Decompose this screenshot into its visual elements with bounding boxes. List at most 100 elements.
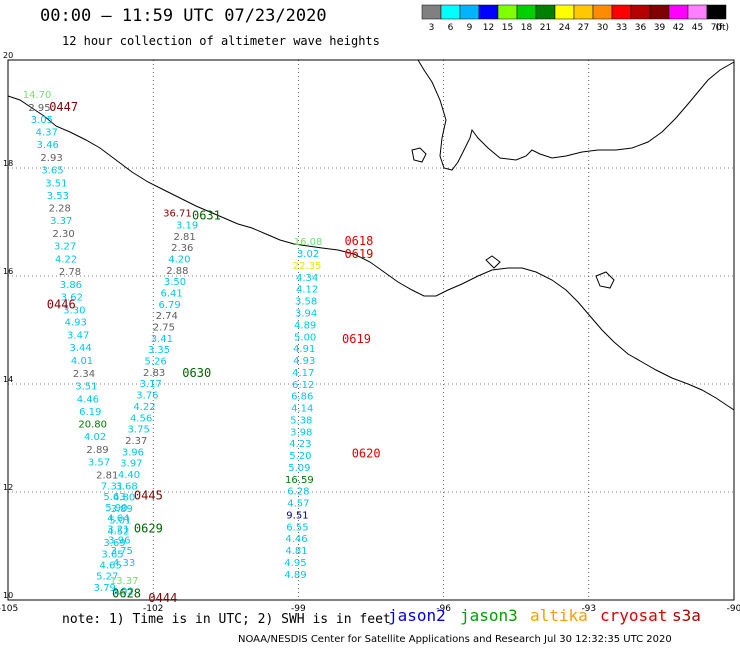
legend-label: 21 — [540, 23, 551, 33]
wave-height-value: 16.59 — [285, 475, 314, 486]
island-left — [411, 147, 427, 163]
wave-height-value: 5.00 — [294, 332, 316, 343]
legend-label: 15 — [502, 23, 513, 33]
wave-height-value: 4.33 — [113, 558, 135, 569]
wave-height-value: 3.19 — [176, 220, 198, 231]
wave-height-value: 13.37 — [110, 576, 139, 587]
wave-height-value: 3.30 — [63, 305, 85, 316]
legend-swatch — [459, 4, 480, 20]
legend-jason3: jason3 — [460, 606, 518, 625]
wave-height-value: 4.93 — [293, 356, 315, 367]
wave-height-value: 16.08 — [294, 237, 323, 248]
wave-height-value: 2.28 — [49, 204, 71, 215]
legend-label: 45 — [692, 23, 703, 33]
pass-time-label: 0630 — [182, 366, 211, 380]
wave-height-value: 2.74 — [156, 311, 178, 322]
wave-height-value: 4.89 — [284, 570, 306, 581]
wave-height-value: 4.40 — [118, 470, 140, 481]
wave-height-value: 6.79 — [159, 300, 181, 311]
wave-height-value: 4.46 — [285, 534, 307, 545]
legend-swatch — [516, 4, 537, 20]
wave-height-value: 4.57 — [287, 499, 309, 510]
wave-height-value: 3.96 — [108, 535, 130, 546]
wave-height-value: 4.20 — [168, 255, 190, 266]
wave-height-value: 2.37 — [125, 436, 147, 447]
wave-height-value: 5.09 — [288, 463, 310, 474]
wave-height-value: 3.21 — [107, 525, 129, 536]
pass-time-label: 0628 — [112, 586, 141, 600]
legend-swatch — [478, 4, 499, 20]
legend-label: 36 — [635, 23, 647, 33]
wave-height-value: 3.58 — [295, 297, 317, 308]
wave-height-value: 3.57 — [88, 458, 110, 469]
legend-swatch — [554, 4, 575, 20]
lat-tick-label: 12 — [3, 483, 13, 492]
wave-height-value: 6.41 — [160, 289, 182, 300]
legend-swatch — [440, 4, 461, 20]
legend-swatch — [535, 4, 556, 20]
wave-height-value: 3.75 — [111, 546, 133, 557]
wave-height-value: 3.37 — [50, 216, 72, 227]
wave-height-value: 4.95 — [284, 558, 306, 569]
wave-height-value: 5.63 — [103, 492, 125, 503]
wave-height-value: 4.65 — [99, 561, 121, 572]
wave-height-value: 2.81 — [96, 471, 118, 482]
wave-height-value: 5.90 — [105, 503, 127, 514]
legend-swatch — [649, 4, 670, 20]
legend-swatch — [592, 4, 613, 20]
map-title: 00:00 – 11:59 UTC 07/23/2020 — [40, 6, 327, 26]
lon-tick-label: -105 — [0, 604, 18, 614]
legend-altika: altika — [530, 606, 588, 625]
wave-height-value: 3.98 — [290, 427, 312, 438]
wave-height-value: 7.31 — [101, 481, 123, 492]
wave-height-value: 4.34 — [296, 273, 318, 284]
legend-label: 33 — [616, 23, 627, 33]
wave-height-value: 3.94 — [295, 309, 317, 320]
wave-height-value: 3.53 — [47, 191, 69, 202]
wave-height-value: 6.86 — [291, 392, 313, 403]
wave-height-value: 3.65 — [101, 549, 123, 560]
wave-height-value: 2.78 — [59, 267, 81, 278]
legend-swatch — [611, 4, 632, 20]
lat-tick-label: 16 — [3, 267, 13, 276]
track-east: 16.083.0222.354.344.123.583.944.895.004.… — [284, 237, 322, 581]
wave-height-value: 4.02 — [84, 432, 106, 443]
lon-tick-label: -96 — [436, 604, 451, 614]
pass-times: 0447044604450444063106300629062806180619… — [47, 100, 381, 605]
wave-height-value: 3.89 — [111, 504, 133, 515]
map-subtitle: 12 hour collection of altimeter wave hei… — [62, 34, 380, 48]
wave-height-value: 3.65 — [41, 165, 63, 176]
pass-time-label: 0631 — [192, 208, 221, 222]
legend-label: 42 — [673, 23, 684, 33]
wave-height-value: 3.68 — [115, 481, 137, 492]
track-west: 14.702.953.054.373.462.933.653.513.532.2… — [23, 90, 139, 598]
wave-height-value: 2.30 — [53, 229, 75, 240]
wave-height-value: 3.62 — [61, 292, 83, 303]
wave-height-value: 4.81 — [285, 546, 307, 557]
coastline — [7, 59, 735, 411]
wave-height-value: 4.56 — [130, 413, 152, 424]
legend-swatch — [630, 4, 651, 20]
legend-swatch — [497, 4, 518, 20]
mexico-pacific-coastline — [7, 95, 735, 411]
wave-height-value: 4.64 — [107, 514, 129, 525]
wave-height-value: 4.93 — [65, 318, 87, 329]
pass-time-label: 0619 — [342, 332, 371, 346]
legend-label: 30 — [597, 23, 609, 33]
wave-height-value: 5.01 — [109, 515, 131, 526]
legend-unit: (ft) — [715, 23, 729, 33]
wave-height-value: 4.46 — [77, 394, 99, 405]
wave-height-value: 3.17 — [140, 379, 162, 390]
wave-height-value: 3.35 — [148, 345, 170, 356]
legend-jason2: jason2 — [388, 606, 446, 625]
wave-height-value: 2.36 — [171, 243, 193, 254]
legend-cryosat: cryosat — [600, 606, 668, 625]
wave-height-value: 3.51 — [75, 381, 97, 392]
lon-tick-label: -90 — [727, 604, 740, 614]
wave-height-value: 4.12 — [296, 285, 318, 296]
legend-label: 3 — [429, 23, 435, 33]
wave-height-value: 3.92 — [112, 587, 134, 598]
altimeter-tracks: 14.702.953.054.373.462.933.653.513.532.2… — [23, 90, 323, 598]
lat-lon-grid: -105 -102 -99 -96 -93 -90 20 18 16 14 12 10 — [0, 51, 740, 614]
